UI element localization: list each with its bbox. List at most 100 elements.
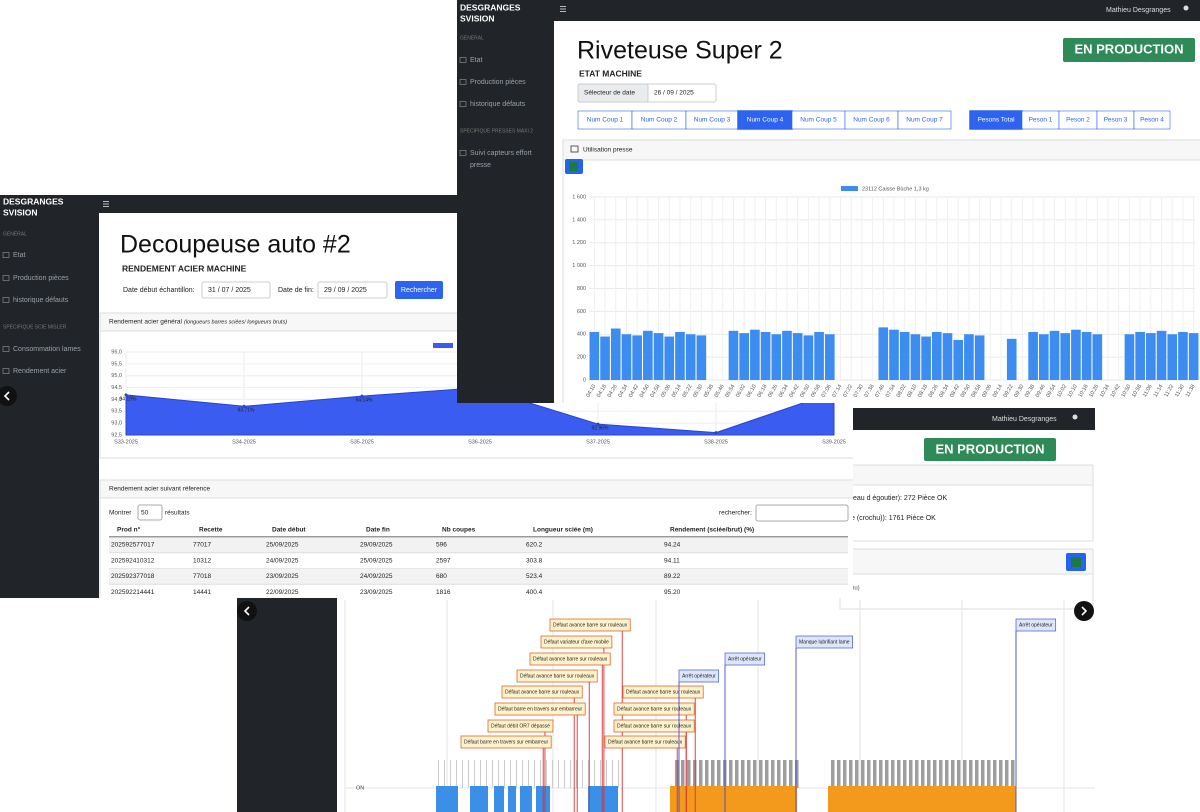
cycle-bar — [783, 760, 787, 788]
y-tick-label: 1 200 — [572, 240, 586, 246]
point — [714, 431, 718, 435]
table-cell: 22/09/2025 — [266, 589, 299, 596]
table-cell: 202592214441 — [111, 589, 155, 596]
bar — [1006, 338, 1017, 380]
menu-item[interactable]: Etat — [470, 57, 483, 64]
cycle-bar — [855, 760, 859, 788]
filter-label: Date début échantillon: — [123, 287, 195, 294]
date-value[interactable]: 26 / 09 / 2025 — [654, 90, 694, 97]
date-input[interactable] — [317, 281, 388, 299]
menu-item[interactable]: historique défauts — [470, 101, 526, 108]
menu-item[interactable]: Suivi capteurs effort — [470, 150, 532, 157]
state-label: ON — [356, 785, 364, 791]
table-cell: 10312 — [193, 557, 211, 564]
cycle-bar — [594, 760, 595, 788]
column-header[interactable]: Nb coupes — [442, 527, 476, 534]
bar — [1049, 330, 1060, 380]
bar — [589, 331, 600, 380]
menu-item[interactable]: Production pièces — [470, 79, 526, 86]
counter: e (crochu)): 1761 Pièce OK — [851, 515, 936, 522]
table-cell: 29/09/2025 — [360, 542, 393, 549]
menu-item[interactable]: Etat — [13, 252, 26, 259]
cycle-bar — [729, 760, 733, 788]
search-input[interactable] — [755, 504, 849, 522]
bar — [1081, 331, 1092, 380]
user-name[interactable]: Mathieu Desgranges — [992, 416, 1057, 423]
cycle-bar — [987, 760, 991, 788]
date-value: 31 / 07 / 2025 — [208, 287, 251, 294]
menu-icon — [2, 297, 10, 303]
bar — [1028, 331, 1038, 380]
state-block — [494, 786, 504, 812]
x-tick-label: S36-2025 — [468, 439, 492, 445]
carousel-button[interactable] — [0, 386, 17, 406]
cycle-bar — [522, 760, 523, 788]
event-label: Défaut débit OR7 dépassé — [491, 723, 550, 729]
cycle-bar — [741, 760, 745, 788]
menu-item[interactable]: Rendement acier — [13, 368, 67, 375]
menu-icon — [459, 150, 467, 156]
excel-icon — [569, 162, 578, 171]
menu-item[interactable]: presse — [470, 162, 491, 169]
filter-button[interactable] — [897, 110, 952, 130]
cycle-bar — [939, 760, 943, 788]
status-badge — [1063, 38, 1195, 62]
table-cell: 202592577017 — [111, 542, 155, 549]
filter-button[interactable] — [1133, 110, 1171, 130]
table-cell: 2597 — [436, 557, 451, 564]
search-button-label: Rechercher — [401, 287, 438, 294]
data-label: 93.71% — [238, 408, 256, 414]
table-control: Montrer — [109, 510, 132, 517]
menu-item[interactable]: Production pièces — [13, 275, 69, 282]
point — [596, 422, 600, 426]
event-label: Défaut barre en travers sur embarreur — [464, 739, 549, 745]
carousel-button[interactable] — [237, 601, 257, 621]
event-label: Arrêt opérateur — [682, 673, 716, 679]
search-button[interactable] — [395, 281, 443, 299]
bar — [964, 334, 974, 380]
column-header[interactable]: Date début — [272, 527, 306, 534]
bar — [728, 330, 739, 380]
user-name[interactable]: Mathieu Desgranges — [1106, 7, 1171, 14]
bar — [664, 336, 675, 380]
page-title: Riveteuse Super 2 — [577, 37, 783, 65]
table-cell: 94.24 — [664, 542, 681, 549]
filter-button-label: Num Coup 6 — [853, 117, 890, 124]
bar — [1060, 333, 1071, 380]
table-cell: 14441 — [193, 589, 211, 596]
cycle-bar — [450, 760, 451, 788]
carousel-button[interactable] — [1074, 601, 1094, 621]
date-input[interactable] — [201, 281, 271, 299]
column-header[interactable]: Longueur sciée (m) — [533, 527, 593, 534]
column-header[interactable]: Date fin — [366, 527, 390, 534]
cycle-bar — [570, 760, 571, 788]
bar — [750, 329, 760, 380]
event-label: Arrêt opérateur — [1019, 622, 1053, 628]
bar — [610, 328, 621, 380]
y-tick-label: 0 — [583, 377, 586, 383]
event-label: Défaut variateur d'axe mobile — [544, 639, 609, 645]
table-cell: 680 — [436, 573, 447, 580]
y-tick-label: 400 — [577, 332, 586, 338]
page-subtitle: ETAT MACHINE — [579, 68, 642, 78]
menu-item[interactable]: Consommation lames — [13, 346, 81, 353]
column-header[interactable]: Recette — [199, 527, 223, 534]
status-badge — [924, 438, 1056, 461]
topbar — [554, 0, 1200, 21]
table-cell: 523.4 — [526, 573, 543, 580]
bar — [1167, 334, 1178, 380]
column-header[interactable]: Rendement (sciée/brut) (%) — [670, 527, 754, 534]
menu-icon — [2, 346, 10, 352]
status-text: EN PRODUCTION — [1074, 41, 1183, 56]
bar — [771, 334, 782, 380]
menu-section: GÉNÉRAL — [3, 230, 27, 237]
menu-icon — [103, 203, 109, 205]
card-header — [99, 479, 853, 499]
menu-icon — [103, 201, 109, 202]
column-header[interactable]: Prod n° — [117, 526, 141, 534]
page-size-select[interactable] — [137, 504, 163, 521]
bar — [942, 333, 953, 380]
table-cell: 202592410312 — [111, 557, 155, 564]
cycle-bar — [957, 760, 961, 788]
menu-item[interactable]: historique défauts — [13, 297, 69, 304]
